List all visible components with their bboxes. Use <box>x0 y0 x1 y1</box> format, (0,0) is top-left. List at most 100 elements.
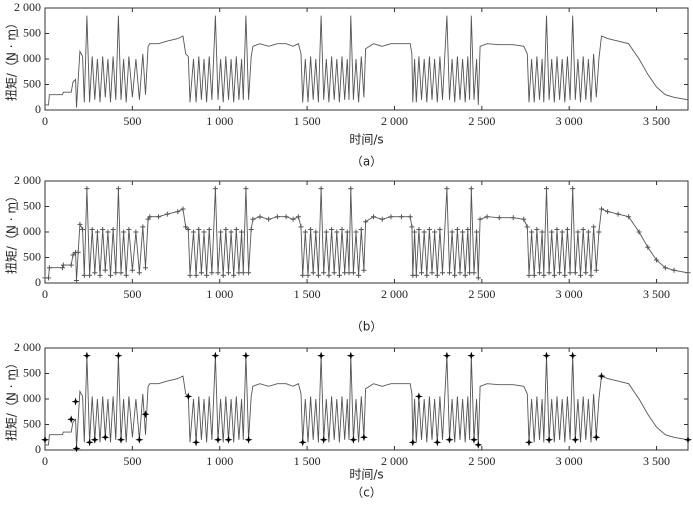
x-tick-label: 500 <box>123 287 141 301</box>
plus-marker <box>599 206 605 212</box>
plus-marker <box>429 270 435 276</box>
plus-marker <box>361 267 367 273</box>
y-tick-label: 2 000 <box>14 173 41 187</box>
plus-marker <box>196 226 202 232</box>
plus-marker <box>142 265 148 271</box>
plus-marker <box>73 277 79 283</box>
x-tick-label: 2 000 <box>381 287 408 301</box>
plus-marker <box>444 186 450 192</box>
y-tick-label: 0 <box>35 442 41 456</box>
plus-marker <box>187 272 193 278</box>
plus-marker <box>140 224 146 230</box>
plus-marker <box>358 226 364 232</box>
star-marker <box>571 435 580 444</box>
plus-marker <box>80 226 86 232</box>
plus-marker <box>342 270 348 276</box>
plus-marker <box>215 270 221 276</box>
plus-marker <box>496 215 502 221</box>
plus-marker <box>605 209 611 215</box>
x-tick-label: 500 <box>123 114 141 128</box>
plus-marker <box>407 214 413 220</box>
x-tick-label: 2 000 <box>381 454 408 468</box>
plus-marker <box>308 226 314 232</box>
y-tick-label: 1 500 <box>14 365 41 379</box>
plus-marker <box>662 265 668 271</box>
star-marker <box>346 351 355 360</box>
y-tick-label: 2 000 <box>14 0 41 14</box>
plus-marker <box>539 229 545 235</box>
plus-marker <box>446 270 452 276</box>
plus-marker <box>115 186 121 192</box>
x-tick-label: 3 000 <box>556 287 583 301</box>
plus-marker <box>321 270 327 276</box>
plus-marker <box>465 226 471 232</box>
plus-marker <box>474 229 480 235</box>
torque-line <box>45 15 689 108</box>
x-tick-label: 2 500 <box>468 287 495 301</box>
x-tick-label: 3 500 <box>643 114 670 128</box>
y-tick-label: 0 <box>35 275 41 289</box>
star-marker <box>135 435 144 444</box>
y-tick-label: 1 500 <box>14 25 41 39</box>
plus-marker <box>344 229 350 235</box>
plus-marker <box>583 270 589 276</box>
plus-marker <box>220 272 226 278</box>
star-marker <box>82 351 91 360</box>
x-tick-label: 1 500 <box>294 454 321 468</box>
plus-marker <box>370 214 376 220</box>
plus-marker <box>89 226 95 232</box>
plus-marker <box>524 224 530 230</box>
star-marker <box>542 351 551 360</box>
star-marker <box>241 351 250 360</box>
star-marker <box>592 433 601 442</box>
plus-marker <box>440 270 446 276</box>
plus-marker <box>97 272 103 278</box>
plus-marker <box>313 229 319 235</box>
plus-marker <box>346 270 352 276</box>
plus-marker <box>239 229 245 235</box>
plus-marker <box>585 229 591 235</box>
plus-marker <box>426 226 432 232</box>
panel-caption: （a） <box>351 155 382 169</box>
plus-marker <box>562 272 568 278</box>
x-axis-label: 时间/s <box>349 468 383 482</box>
plus-marker <box>356 272 362 278</box>
plus-marker <box>575 229 581 235</box>
plus-marker <box>193 272 199 278</box>
plus-marker <box>236 270 242 276</box>
plus-marker <box>460 229 466 235</box>
x-tick-label: 0 <box>42 287 48 301</box>
plus-marker <box>348 186 354 192</box>
plus-marker <box>615 211 621 217</box>
plus-marker <box>363 219 369 225</box>
plus-marker <box>591 224 597 230</box>
star-marker <box>117 435 125 444</box>
star-marker <box>85 438 94 447</box>
plus-marker <box>300 272 306 278</box>
y-tick-label: 500 <box>23 76 41 90</box>
plus-marker <box>225 270 231 276</box>
plus-marker <box>147 214 153 220</box>
x-tick-label: 2 500 <box>468 454 495 468</box>
plus-marker <box>198 270 204 276</box>
plus-marker <box>449 229 455 235</box>
plus-marker <box>559 229 565 235</box>
plus-marker <box>75 249 81 255</box>
x-tick-label: 3 500 <box>643 454 670 468</box>
plus-marker <box>201 229 207 235</box>
plus-marker <box>84 186 90 192</box>
plus-marker <box>536 270 542 276</box>
star-marker <box>72 444 81 453</box>
plus-marker <box>475 275 481 281</box>
x-tick-label: 1 500 <box>294 114 321 128</box>
plus-marker <box>218 229 224 235</box>
plus-marker <box>318 186 324 192</box>
plus-marker <box>145 216 151 222</box>
x-tick-label: 1 000 <box>206 287 233 301</box>
y-tick-label: 1 000 <box>14 391 41 405</box>
plus-marker <box>570 186 576 192</box>
star-marker <box>298 438 307 447</box>
star-marker <box>211 351 220 360</box>
plus-marker <box>557 270 563 276</box>
plus-marker <box>526 272 532 278</box>
